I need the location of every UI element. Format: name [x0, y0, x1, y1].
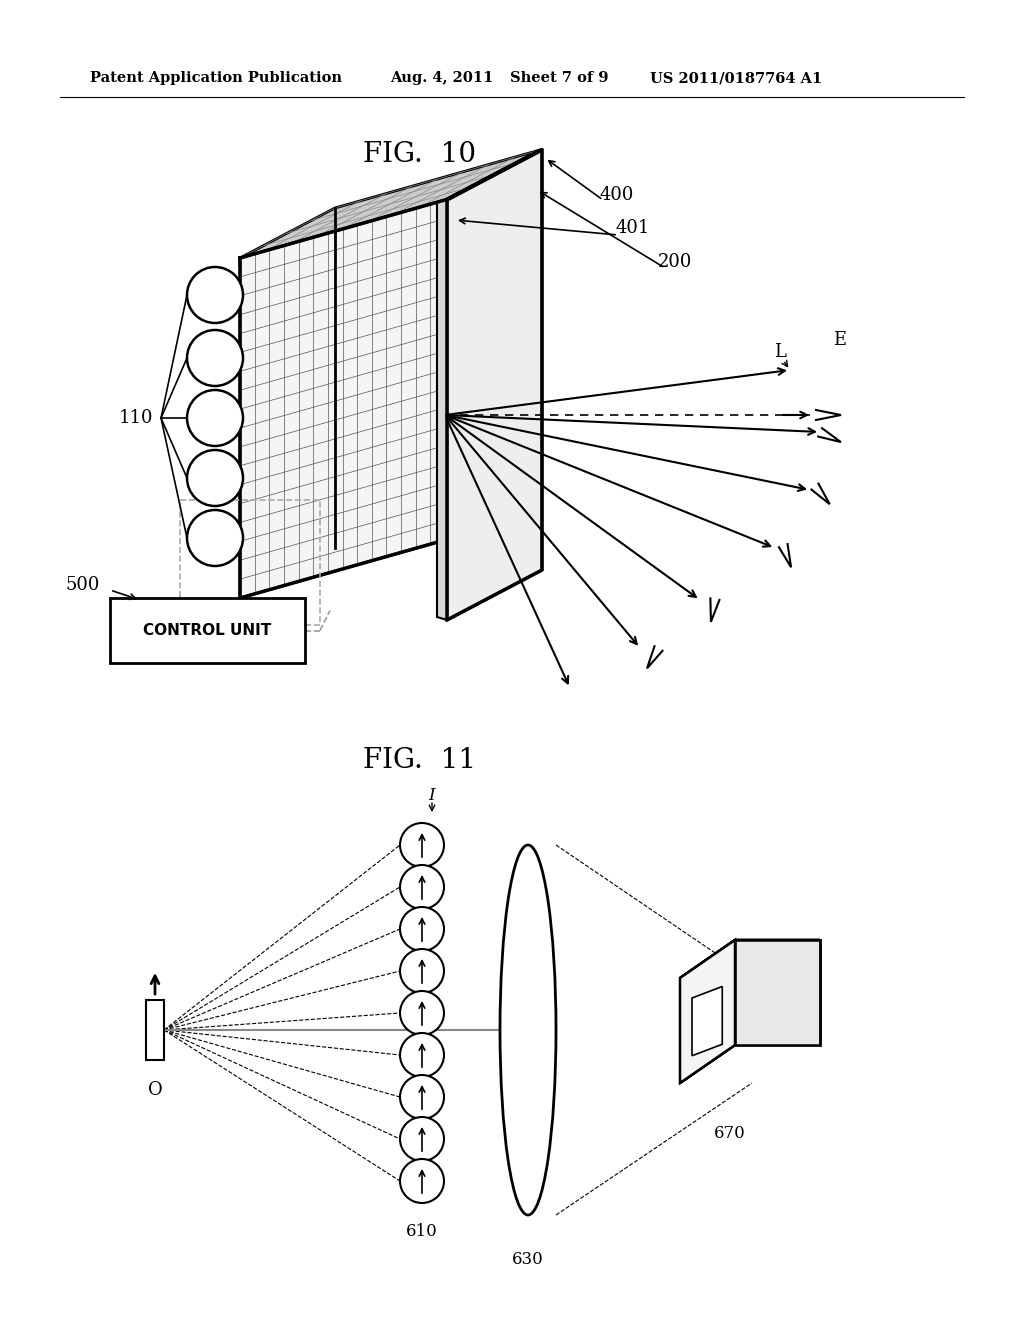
Text: 401: 401	[615, 219, 649, 238]
Text: 670: 670	[714, 1125, 745, 1142]
Circle shape	[187, 267, 243, 323]
Text: Sheet 7 of 9: Sheet 7 of 9	[510, 71, 608, 84]
Text: 500: 500	[66, 576, 100, 594]
Polygon shape	[445, 150, 540, 540]
Text: CONTROL UNIT: CONTROL UNIT	[143, 623, 271, 638]
Bar	[146, 1001, 164, 1060]
Circle shape	[400, 822, 444, 867]
Circle shape	[400, 1117, 444, 1162]
Circle shape	[400, 865, 444, 909]
Polygon shape	[735, 940, 820, 1045]
Polygon shape	[240, 201, 445, 598]
Polygon shape	[680, 940, 735, 1082]
Polygon shape	[110, 598, 305, 663]
Text: I: I	[429, 787, 435, 804]
Polygon shape	[240, 150, 540, 257]
Polygon shape	[680, 940, 820, 978]
Text: 630: 630	[512, 1251, 544, 1269]
Circle shape	[400, 991, 444, 1035]
Polygon shape	[437, 201, 447, 620]
Polygon shape	[692, 986, 722, 1056]
Text: 400: 400	[600, 186, 635, 205]
Text: O: O	[147, 1081, 163, 1100]
Text: US 2011/0187764 A1: US 2011/0187764 A1	[650, 71, 822, 84]
Polygon shape	[447, 150, 542, 620]
Circle shape	[187, 389, 243, 446]
Text: Aug. 4, 2011: Aug. 4, 2011	[390, 71, 494, 84]
Circle shape	[187, 510, 243, 566]
Circle shape	[400, 1034, 444, 1077]
Text: E: E	[834, 331, 847, 348]
Text: FIG.  11: FIG. 11	[364, 747, 476, 774]
Text: 110: 110	[119, 409, 153, 426]
Text: L: L	[774, 343, 786, 360]
Circle shape	[187, 450, 243, 506]
Text: FIG.  10: FIG. 10	[364, 141, 476, 169]
Circle shape	[400, 949, 444, 993]
Circle shape	[187, 330, 243, 385]
Polygon shape	[680, 1045, 820, 1082]
Ellipse shape	[500, 845, 556, 1214]
Circle shape	[400, 907, 444, 950]
Text: 200: 200	[658, 253, 692, 271]
Circle shape	[400, 1159, 444, 1203]
Circle shape	[400, 1074, 444, 1119]
Text: 610: 610	[407, 1222, 438, 1239]
Text: Patent Application Publication: Patent Application Publication	[90, 71, 342, 84]
